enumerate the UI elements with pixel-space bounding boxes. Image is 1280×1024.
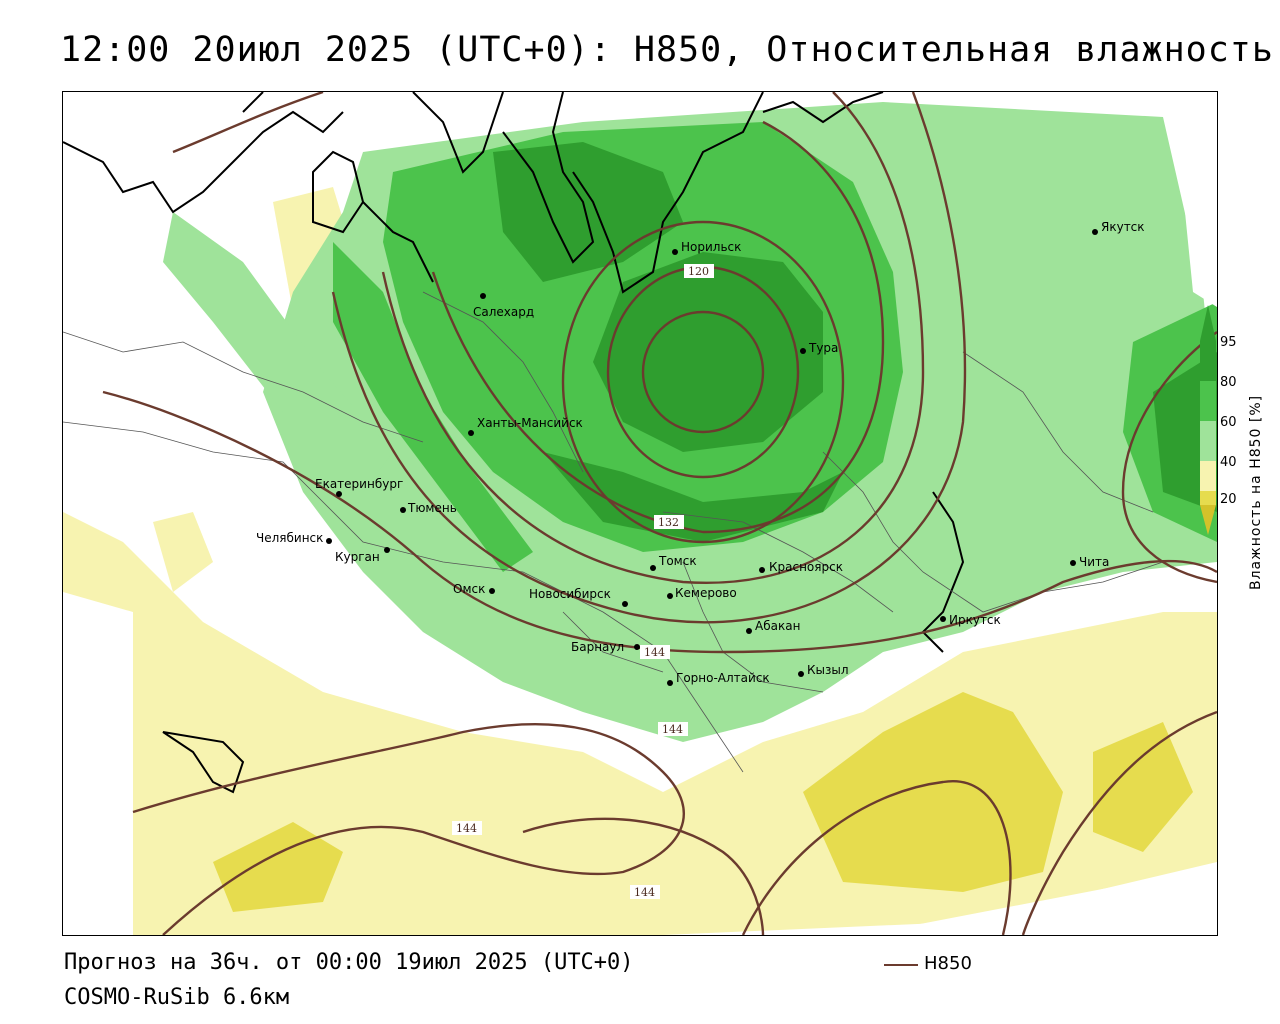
city-dot: [634, 644, 640, 650]
colorbar-band-60: [1200, 421, 1216, 461]
city-label: Ханты-Мансийск: [477, 416, 583, 430]
colorbar-tick: 40: [1220, 455, 1237, 470]
city-dot: [650, 565, 656, 571]
city-dot: [759, 567, 765, 573]
city-label: Курган: [335, 550, 380, 564]
forecast-info: Прогноз на 36ч. от 00:00 19июл 2025 (UTC…: [64, 950, 634, 975]
city-label: Салехард: [473, 305, 534, 319]
colorbar-tick: 80: [1220, 375, 1237, 390]
city-label: Кызыл: [807, 663, 849, 677]
dry-core-2: [213, 822, 343, 912]
colorbar: [1200, 305, 1216, 535]
city-label: Кемерово: [675, 586, 737, 600]
city-dot: [1092, 229, 1098, 235]
moist-west-band: [163, 212, 393, 492]
city-label: Норильск: [681, 240, 741, 254]
city-dot: [400, 507, 406, 513]
model-name: COSMO-RuSib 6.6км: [64, 985, 290, 1010]
city-label: Барнаул: [571, 640, 624, 654]
colorbar-tick: 60: [1220, 415, 1237, 430]
dry-west: [153, 512, 213, 592]
city-dot: [667, 680, 673, 686]
outside-domain-nw: [63, 92, 393, 152]
city-dot: [667, 593, 673, 599]
colorbar-tick: 95: [1220, 335, 1237, 350]
colorbar-bottom-arrow: [1200, 505, 1216, 535]
city-markers: Норильск Салехард Тура Якутск Ханты-Манс…: [256, 220, 1145, 686]
city-label: Челябинск: [256, 531, 323, 545]
colorbar-title: Влажность на H850 [%]: [1248, 394, 1264, 590]
moist-core-north: [493, 142, 683, 282]
city-dot: [489, 588, 495, 594]
city-dot: [798, 671, 804, 677]
contour-label-120: 120: [688, 265, 709, 278]
colorbar-band-40: [1200, 461, 1216, 491]
colorbar-band-80: [1200, 381, 1216, 421]
contour-label-144: 144: [662, 723, 683, 736]
city-dot: [384, 547, 390, 553]
map-canvas: 120 132 144 144 144 144 Норильск Салехар…: [63, 92, 1217, 935]
contour-label-144: 144: [634, 886, 655, 899]
city-label: Екатеринбург: [315, 477, 403, 491]
city-dot: [746, 628, 752, 634]
contour-label-144: 144: [456, 822, 477, 835]
city-label: Омск: [453, 582, 485, 596]
h850-legend-line: [884, 964, 918, 966]
dry-core-3: [1093, 722, 1193, 852]
city-label: Чита: [1079, 555, 1109, 569]
city-label: Томск: [658, 554, 697, 568]
city-label: Тура: [808, 341, 838, 355]
city-label: Горно-Алтайск: [676, 671, 770, 685]
admin-borders: [63, 291, 1164, 773]
city-dot: [800, 348, 806, 354]
city-dot: [326, 538, 332, 544]
h850-legend-label: H850: [924, 953, 972, 974]
dry-core-1: [803, 692, 1063, 892]
city-dot: [1070, 560, 1076, 566]
coastlines: [63, 92, 965, 794]
outside-domain-sw: [63, 592, 133, 935]
colorbar-top-arrow: [1200, 305, 1216, 341]
contour-label-132: 132: [658, 516, 679, 529]
city-label: Абакан: [755, 619, 800, 633]
city-dot: [940, 616, 946, 622]
city-label: Иркутск: [949, 613, 1001, 627]
colorbar-band-95: [1200, 341, 1216, 381]
city-dot: [480, 293, 486, 299]
outside-domain-ne: [1173, 92, 1217, 307]
city-dot: [622, 601, 628, 607]
city-dot: [468, 430, 474, 436]
contour-label-144: 144: [644, 646, 665, 659]
city-dot: [336, 491, 342, 497]
moist-band-2: [333, 242, 533, 572]
colorbar-tick: 20: [1220, 492, 1237, 507]
city-dot: [672, 249, 678, 255]
moist-band-south: [543, 452, 843, 542]
city-label: Якутск: [1101, 220, 1145, 234]
chart-title: 12:00 20июл 2025 (UTC+0): H850, Относите…: [60, 30, 1274, 70]
colorbar-band-20: [1200, 491, 1216, 505]
outside-domain-se: [863, 867, 1217, 935]
city-label: Тюмень: [407, 501, 457, 515]
contour-label-group: 120 132 144 144 144 144: [452, 264, 714, 899]
city-label: Красноярск: [769, 560, 843, 574]
map-panel: 120 132 144 144 144 144 Норильск Салехар…: [62, 91, 1218, 936]
city-label: Новосибирск: [529, 587, 611, 601]
